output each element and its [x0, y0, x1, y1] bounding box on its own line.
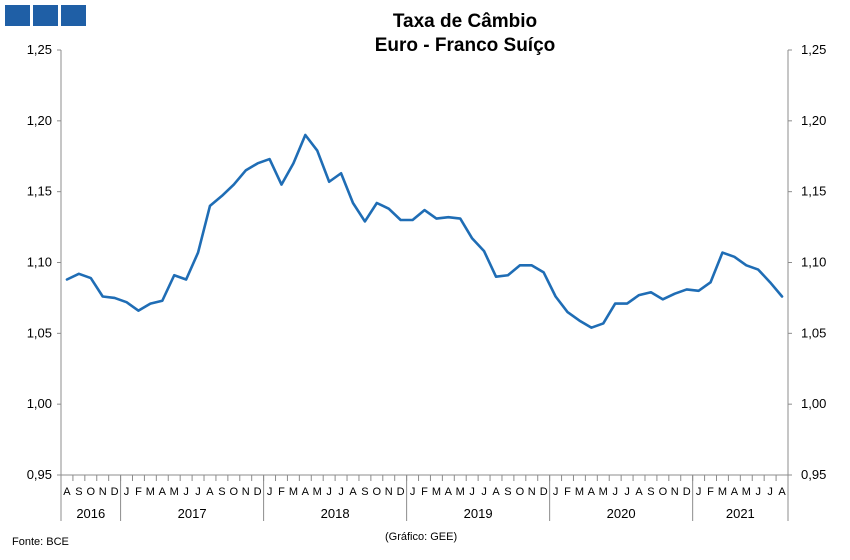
x-tick-label-month: N: [671, 486, 679, 498]
x-tick-label-month: F: [278, 486, 285, 498]
x-tick-label-month: D: [683, 486, 691, 498]
x-tick-label-month: J: [696, 486, 702, 498]
x-tick-label-month: D: [540, 486, 548, 498]
x-tick-label-month: O: [87, 486, 96, 498]
x-tick-label-month: O: [230, 486, 239, 498]
logo-block: [33, 5, 58, 26]
y-tick-label-right: 1,10: [801, 255, 826, 270]
x-tick-label-month: J: [124, 486, 130, 498]
x-tick-label-month: J: [624, 486, 630, 498]
x-tick-label-month: J: [481, 486, 487, 498]
y-tick-label-left: 1,10: [27, 255, 52, 270]
x-tick-label-month: M: [313, 486, 322, 498]
x-tick-label-month: A: [445, 486, 453, 498]
y-tick-label-left: 1,15: [27, 184, 52, 199]
x-tick-label-year: 2019: [464, 506, 493, 521]
x-tick-label-month: M: [170, 486, 179, 498]
x-tick-label-month: J: [755, 486, 761, 498]
x-tick-label-month: N: [528, 486, 536, 498]
y-tick-label-right: 0,95: [801, 467, 826, 482]
x-tick-label-month: M: [599, 486, 608, 498]
y-tick-label-left: 1,00: [27, 396, 52, 411]
x-tick-label-month: N: [385, 486, 393, 498]
x-tick-label-month: M: [575, 486, 584, 498]
x-tick-label-month: S: [647, 486, 654, 498]
x-tick-label-month: S: [218, 486, 225, 498]
y-tick-label-right: 1,20: [801, 113, 826, 128]
logo-block: [61, 5, 86, 26]
x-tick-label-month: A: [731, 486, 739, 498]
x-tick-label-month: A: [492, 486, 500, 498]
x-tick-label-year: 2020: [607, 506, 636, 521]
chart-title-line-2: Euro - Franco Suíço: [374, 35, 556, 56]
y-tick-label-left: 1,20: [27, 113, 52, 128]
x-tick-label-month: N: [99, 486, 107, 498]
x-tick-label-month: A: [778, 486, 786, 498]
x-tick-label-month: J: [410, 486, 416, 498]
x-tick-label-month: M: [718, 486, 727, 498]
series-line: [65, 133, 784, 329]
x-tick-label-month: J: [338, 486, 344, 498]
x-tick-label-month: J: [553, 486, 559, 498]
x-tick-label-month: S: [75, 486, 82, 498]
y-tick-label-right: 1,15: [801, 184, 826, 199]
x-tick-label-month: A: [206, 486, 214, 498]
x-tick-label-year: 2018: [321, 506, 350, 521]
x-tick-label-month: M: [742, 486, 751, 498]
x-tick-label-month: J: [195, 486, 201, 498]
x-tick-label-month: M: [432, 486, 441, 498]
logo: [5, 5, 86, 26]
x-tick-label-month: S: [504, 486, 511, 498]
x-tick-label-month: O: [659, 486, 668, 498]
y-tick-label-right: 1,05: [801, 325, 826, 340]
x-tick-label-month: F: [707, 486, 714, 498]
x-tick-label-month: A: [302, 486, 310, 498]
x-tick-label-year: 2016: [76, 506, 105, 521]
x-tick-label-month: J: [469, 486, 475, 498]
chart-title-line-1: Taxa de Câmbio: [392, 11, 538, 32]
x-tick-label-month: A: [588, 486, 596, 498]
x-tick-label-month: A: [635, 486, 643, 498]
y-tick-label-right: 1,00: [801, 396, 826, 411]
x-tick-label-month: A: [63, 486, 71, 498]
x-tick-label-month: A: [349, 486, 357, 498]
source-note: Fonte: BCE: [12, 536, 69, 548]
x-tick-label-month: F: [135, 486, 142, 498]
x-tick-label-month: J: [183, 486, 189, 498]
x-tick-label-month: J: [612, 486, 618, 498]
x-tick-label-month: O: [373, 486, 382, 498]
x-tick-label-month: D: [111, 486, 119, 498]
x-tick-label-month: M: [456, 486, 465, 498]
x-tick-label-month: F: [421, 486, 428, 498]
x-tick-label-month: J: [267, 486, 273, 498]
x-tick-label-month: J: [326, 486, 332, 498]
y-tick-label-left: 1,05: [27, 325, 52, 340]
logo-block: [5, 5, 30, 26]
x-tick-label-month: J: [767, 486, 773, 498]
x-tick-label-month: S: [361, 486, 368, 498]
chart-title: Taxa de Câmbio Euro - Franco Suíço: [0, 10, 850, 58]
x-tick-label-month: D: [254, 486, 262, 498]
x-tick-label-month: M: [289, 486, 298, 498]
x-tick-label-month: N: [242, 486, 250, 498]
credit-note: (Gráfico: GEE): [385, 531, 458, 543]
x-tick-label-month: M: [146, 486, 155, 498]
x-tick-label-month: O: [516, 486, 525, 498]
x-tick-label-month: A: [159, 486, 167, 498]
x-tick-label-year: 2021: [726, 506, 755, 521]
x-tick-label-year: 2017: [178, 506, 207, 521]
x-tick-label-month: D: [397, 486, 405, 498]
y-tick-label-left: 0,95: [27, 467, 52, 482]
x-tick-label-month: F: [564, 486, 571, 498]
